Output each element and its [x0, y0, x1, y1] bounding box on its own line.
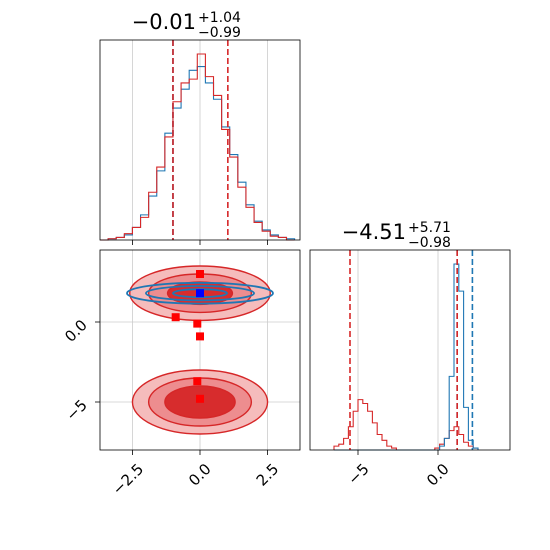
blue-mode-level-2 — [145, 285, 255, 302]
contour-panel-bottom-left: −2.5 0.0 2.5 −5 0.0 — [61, 249, 301, 499]
hist-series-1 — [100, 66, 296, 241]
y-tick-label: −5 — [62, 396, 90, 424]
histogram-panel-top-left: −0.01 +1.04−0.99 — [99, 10, 301, 245]
y-tick-label: 0.0 — [61, 316, 91, 346]
hist-series-1 — [333, 399, 479, 451]
sample-marker-6 — [193, 377, 202, 386]
panel-title-upper-error: +1.04 — [198, 10, 241, 26]
histogram-panel-bottom-right: −5 0.0 −4.51 +5.71−0.98 — [309, 220, 511, 490]
x-tick-label: 0.0 — [423, 460, 453, 490]
sample-marker-2 — [196, 289, 204, 298]
sample-marker-7 — [196, 394, 204, 403]
x-tick-label: 2.5 — [253, 460, 283, 490]
x-tick-label: 0.0 — [185, 460, 215, 490]
panel-title-lower-error: −0.98 — [408, 235, 451, 251]
panel-title: −0.01 — [132, 10, 196, 34]
panel-title-lower-error: −0.99 — [198, 25, 241, 41]
sample-marker-5 — [196, 332, 204, 341]
sample-marker-3 — [171, 313, 180, 322]
panel-title-upper-error: +5.71 — [408, 220, 451, 236]
hist-series-2 — [334, 263, 479, 451]
contour-layer — [126, 265, 274, 435]
blue-mode-level-1 — [126, 281, 274, 305]
axes-frame — [309, 249, 511, 451]
sample-marker-4 — [193, 319, 202, 328]
hist-series-2 — [100, 53, 295, 241]
x-tick-label: −5 — [344, 460, 372, 488]
x-tick-label: −2.5 — [109, 460, 147, 498]
panel-title: −4.51 — [342, 220, 406, 244]
sample-marker-1 — [196, 270, 204, 278]
